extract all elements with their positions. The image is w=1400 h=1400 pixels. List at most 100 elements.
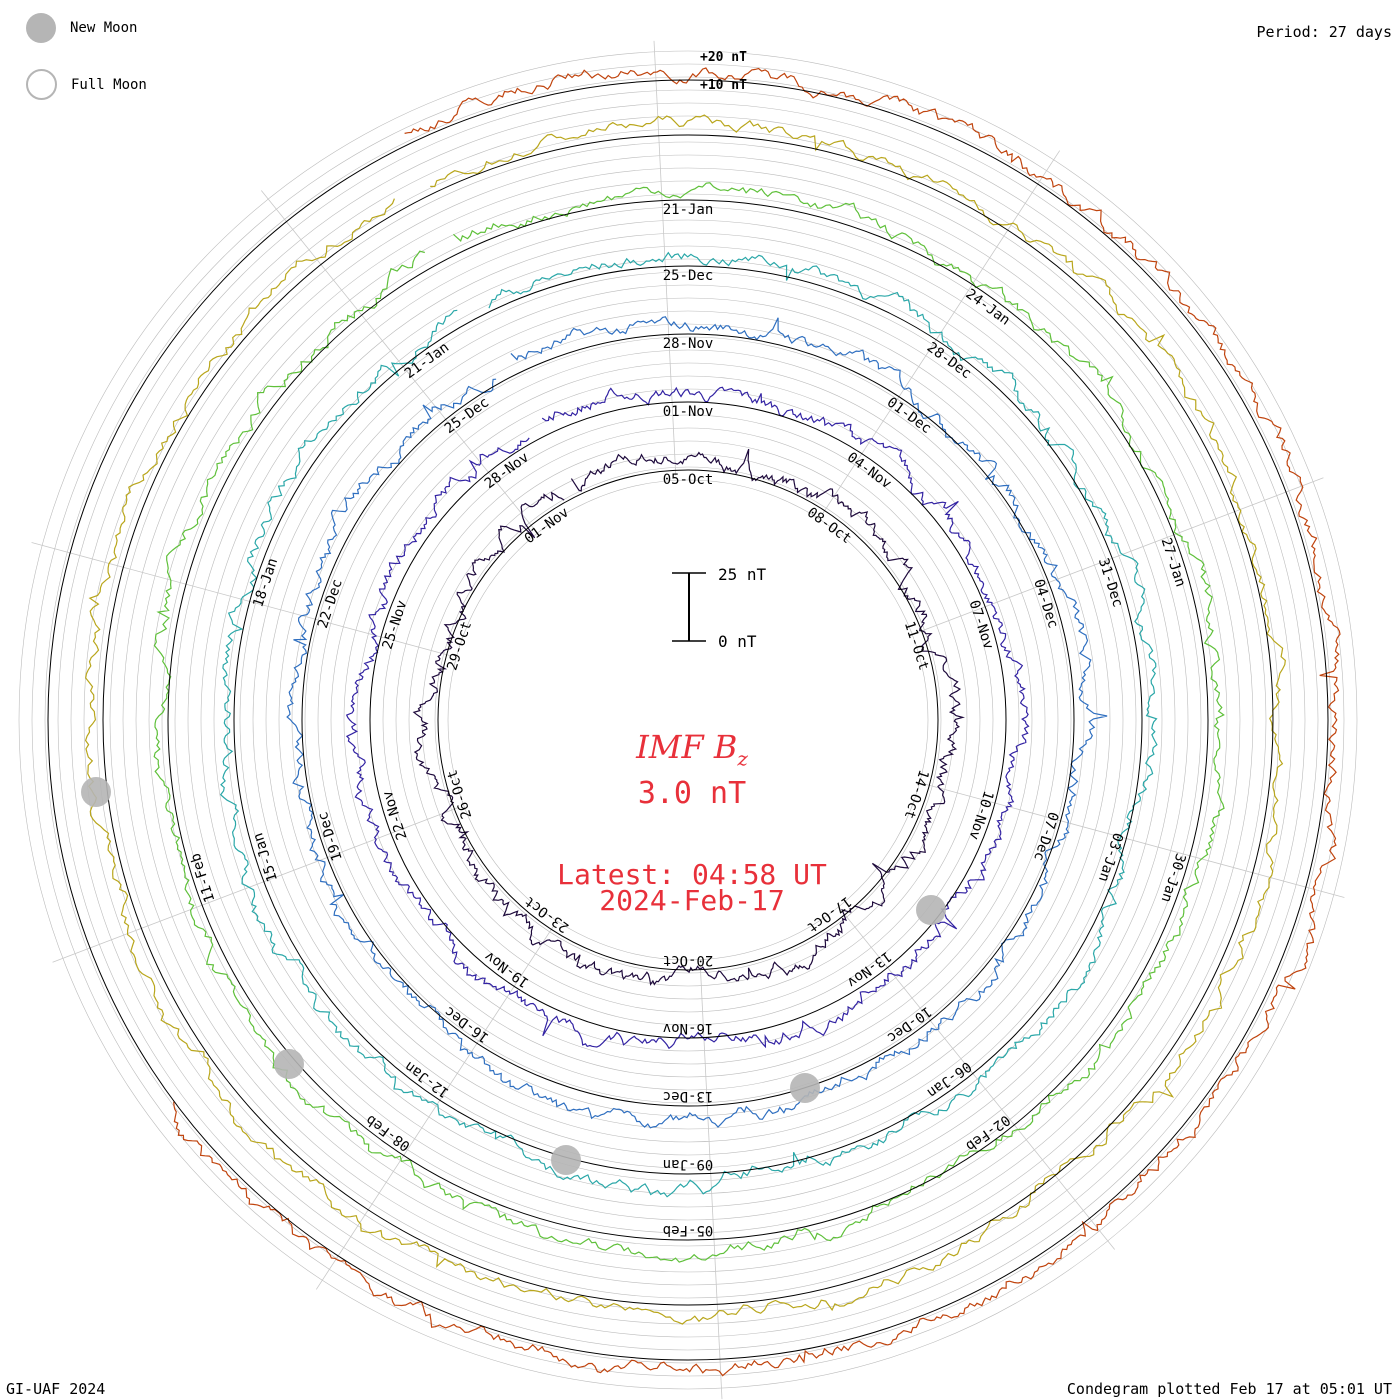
legend-full-moon-label: Full Moon	[71, 76, 147, 93]
grid-ring	[161, 193, 1215, 1247]
data-traces	[84, 67, 1341, 1377]
new-moon-marker	[916, 895, 946, 925]
chart-title-sub: z	[737, 746, 748, 771]
grid-ring	[57, 89, 1319, 1351]
period-label: Period: 27 days	[1256, 23, 1392, 41]
date-label: 01-Nov	[663, 404, 714, 420]
latest-date: 2024-Feb-17	[599, 884, 785, 917]
baseline-circle	[167, 199, 1209, 1241]
grid-ring	[369, 401, 1007, 1039]
legend-new-moon-label: New Moon	[70, 20, 138, 36]
date-labels: 05-Oct08-Oct11-Oct14-Oct17-Oct20-Oct23-O…	[188, 202, 1189, 1238]
rotation-trace-4	[219, 251, 1158, 1198]
grid-ring	[44, 76, 1332, 1364]
rotation-trace-7	[173, 67, 1341, 1377]
new-moon-icon	[26, 13, 56, 43]
grid-circles	[18, 50, 1358, 1390]
current-value: 3.0 nT	[637, 776, 747, 811]
grid-ring	[434, 466, 942, 974]
date-label: 04-Nov	[844, 449, 894, 492]
date-label: 01-Dec	[884, 394, 934, 437]
rotation-trace-3	[286, 316, 1108, 1129]
date-spoke	[315, 924, 555, 1290]
rotation-trace-1	[412, 448, 966, 986]
grid-ring	[213, 245, 1163, 1195]
grid-ring	[317, 349, 1059, 1091]
date-spoke	[52, 806, 460, 963]
chart-title-main: IMF B	[636, 728, 738, 766]
date-label: 25-Dec	[663, 268, 714, 284]
date-spoke	[699, 964, 723, 1400]
grid-ring	[122, 154, 1254, 1286]
grid-ring	[18, 50, 1358, 1390]
chart-title: IMF Bz	[492, 728, 892, 770]
date-label: 13-Dec	[663, 1088, 714, 1104]
grid-ring	[278, 310, 1098, 1130]
baseline-circle	[102, 134, 1274, 1306]
date-label: 21-Jan	[402, 339, 452, 382]
grid-ring	[291, 323, 1085, 1117]
date-label: 16-Dec	[442, 1003, 492, 1046]
baseline-circle	[47, 79, 1329, 1361]
scale-bar-bottom-label: 0 nT	[718, 632, 757, 651]
rotation-trace-5	[153, 182, 1225, 1263]
grid-ring	[265, 297, 1111, 1143]
grid-ring	[174, 206, 1202, 1234]
grid-ring	[70, 102, 1306, 1338]
date-label: 16-Nov	[663, 1020, 714, 1036]
latest-time: Latest: 04:58 UT	[557, 858, 827, 891]
new-moon-marker	[790, 1073, 820, 1103]
date-spoke	[924, 783, 1345, 898]
date-label: 21-Jan	[663, 202, 714, 218]
date-spoke	[841, 910, 1116, 1250]
grid-ring	[382, 414, 994, 1026]
grid-ring	[109, 141, 1267, 1299]
new-moon-marker	[274, 1049, 304, 1079]
moon-markers	[81, 777, 946, 1175]
baseline-circle	[233, 265, 1143, 1175]
baseline-circle	[301, 333, 1075, 1107]
grid-ring	[135, 167, 1241, 1273]
grid-ring	[200, 232, 1176, 1208]
date-label: 01-Nov	[522, 505, 572, 548]
grid-ring	[395, 427, 981, 1013]
rotation-trace-2	[345, 386, 1030, 1050]
rotation-trace-6	[84, 114, 1286, 1325]
grid-ring	[408, 440, 968, 1000]
date-label: 25-Dec	[442, 394, 492, 437]
grid-ring	[304, 336, 1072, 1104]
baseline-circle	[369, 401, 1007, 1039]
date-label: 05-Oct	[663, 472, 714, 488]
date-label: 28-Nov	[663, 336, 714, 352]
date-label: 05-Feb	[663, 1222, 714, 1238]
scale-label-10: +10 nT	[700, 78, 747, 93]
grid-ring	[447, 479, 929, 961]
date-label: 13-Nov	[844, 948, 894, 991]
date-label: 20-Oct	[663, 952, 714, 968]
credit-label: GI-UAF 2024	[6, 1380, 106, 1398]
baseline-circle	[437, 469, 939, 971]
grid-ring	[31, 63, 1345, 1377]
grid-ring	[330, 362, 1046, 1078]
grid-ring	[252, 284, 1124, 1156]
date-label: 06-Jan	[924, 1058, 974, 1101]
grid-ring	[187, 219, 1189, 1221]
date-label: 09-Jan	[663, 1156, 714, 1172]
legend-full-moon: Full Moon	[26, 69, 147, 100]
grid-ring	[343, 375, 1033, 1065]
grid-ring	[239, 271, 1137, 1169]
outer-scale-labels: +20 nT +10 nT	[700, 50, 747, 93]
legend-new-moon: New Moon	[26, 13, 137, 43]
scale-bar-top-label: 25 nT	[718, 565, 767, 584]
baseline-circles	[47, 79, 1329, 1361]
date-label: 12-Jan	[402, 1058, 452, 1101]
scale-label-20: +20 nT	[700, 50, 747, 65]
grid-ring	[96, 128, 1280, 1312]
plotted-label: Condegram plotted Feb 17 at 05:01 UT	[1066, 1380, 1392, 1398]
new-moon-marker	[81, 777, 111, 807]
date-spoke	[916, 477, 1324, 634]
grid-ring	[83, 115, 1293, 1325]
date-label: 08-Oct	[804, 505, 854, 548]
new-moon-marker	[551, 1145, 581, 1175]
